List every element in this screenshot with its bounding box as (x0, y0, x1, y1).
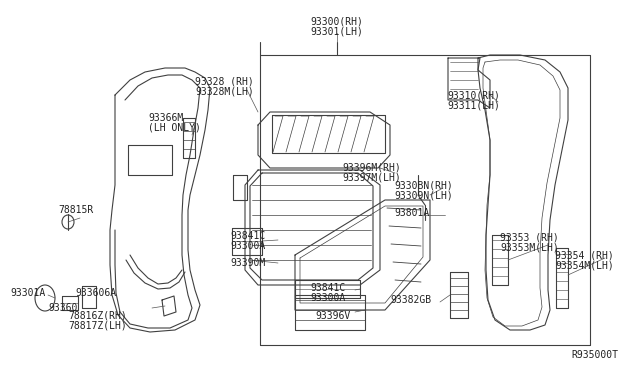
Text: 93353M(LH): 93353M(LH) (500, 243, 559, 253)
Text: 93396V: 93396V (315, 311, 350, 321)
Text: 93801A: 93801A (394, 208, 429, 218)
Text: 93397M(LH): 93397M(LH) (342, 173, 401, 183)
Text: 93353 (RH): 93353 (RH) (500, 233, 559, 243)
Text: 93311(LH): 93311(LH) (447, 100, 500, 110)
Text: 93301A: 93301A (10, 288, 45, 298)
Text: 78816Z(RH): 78816Z(RH) (68, 311, 127, 321)
Text: (LH ONLY): (LH ONLY) (148, 123, 201, 133)
Text: 93310(RH): 93310(RH) (447, 90, 500, 100)
Text: 93396M(RH): 93396M(RH) (342, 163, 401, 173)
Text: R935000T: R935000T (571, 350, 618, 360)
Text: 93309N(LH): 93309N(LH) (394, 190, 452, 200)
Text: 93300A: 93300A (310, 293, 345, 303)
Text: 93354M(LH): 93354M(LH) (555, 260, 614, 270)
Text: 93366M: 93366M (148, 113, 183, 123)
Text: 93390M: 93390M (230, 258, 265, 268)
Text: 93300(RH): 93300(RH) (310, 17, 364, 27)
Text: 93360: 93360 (48, 303, 77, 313)
Text: 93328 (RH): 93328 (RH) (195, 77, 253, 87)
Text: 93841C: 93841C (310, 283, 345, 293)
Text: 933606A: 933606A (75, 288, 116, 298)
Text: 78815R: 78815R (58, 205, 93, 215)
Text: 93841C: 93841C (230, 231, 265, 241)
Text: 78817Z(LH): 78817Z(LH) (68, 321, 127, 331)
Text: 93328M(LH): 93328M(LH) (195, 87, 253, 97)
Text: 93354 (RH): 93354 (RH) (555, 250, 614, 260)
Text: 9330BN(RH): 9330BN(RH) (394, 180, 452, 190)
Text: 93300A: 93300A (230, 241, 265, 251)
Text: 93382GB: 93382GB (390, 295, 431, 305)
Text: 93301(LH): 93301(LH) (310, 27, 364, 37)
